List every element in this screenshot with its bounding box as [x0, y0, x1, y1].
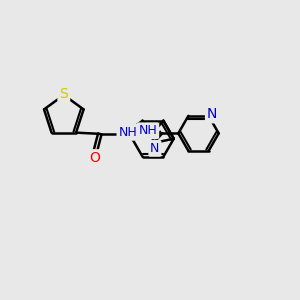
Text: O: O [89, 151, 100, 165]
Text: N: N [207, 107, 217, 122]
Text: S: S [59, 86, 68, 100]
Text: N: N [150, 142, 160, 155]
Text: NH: NH [139, 124, 157, 137]
Text: NH: NH [118, 126, 137, 139]
